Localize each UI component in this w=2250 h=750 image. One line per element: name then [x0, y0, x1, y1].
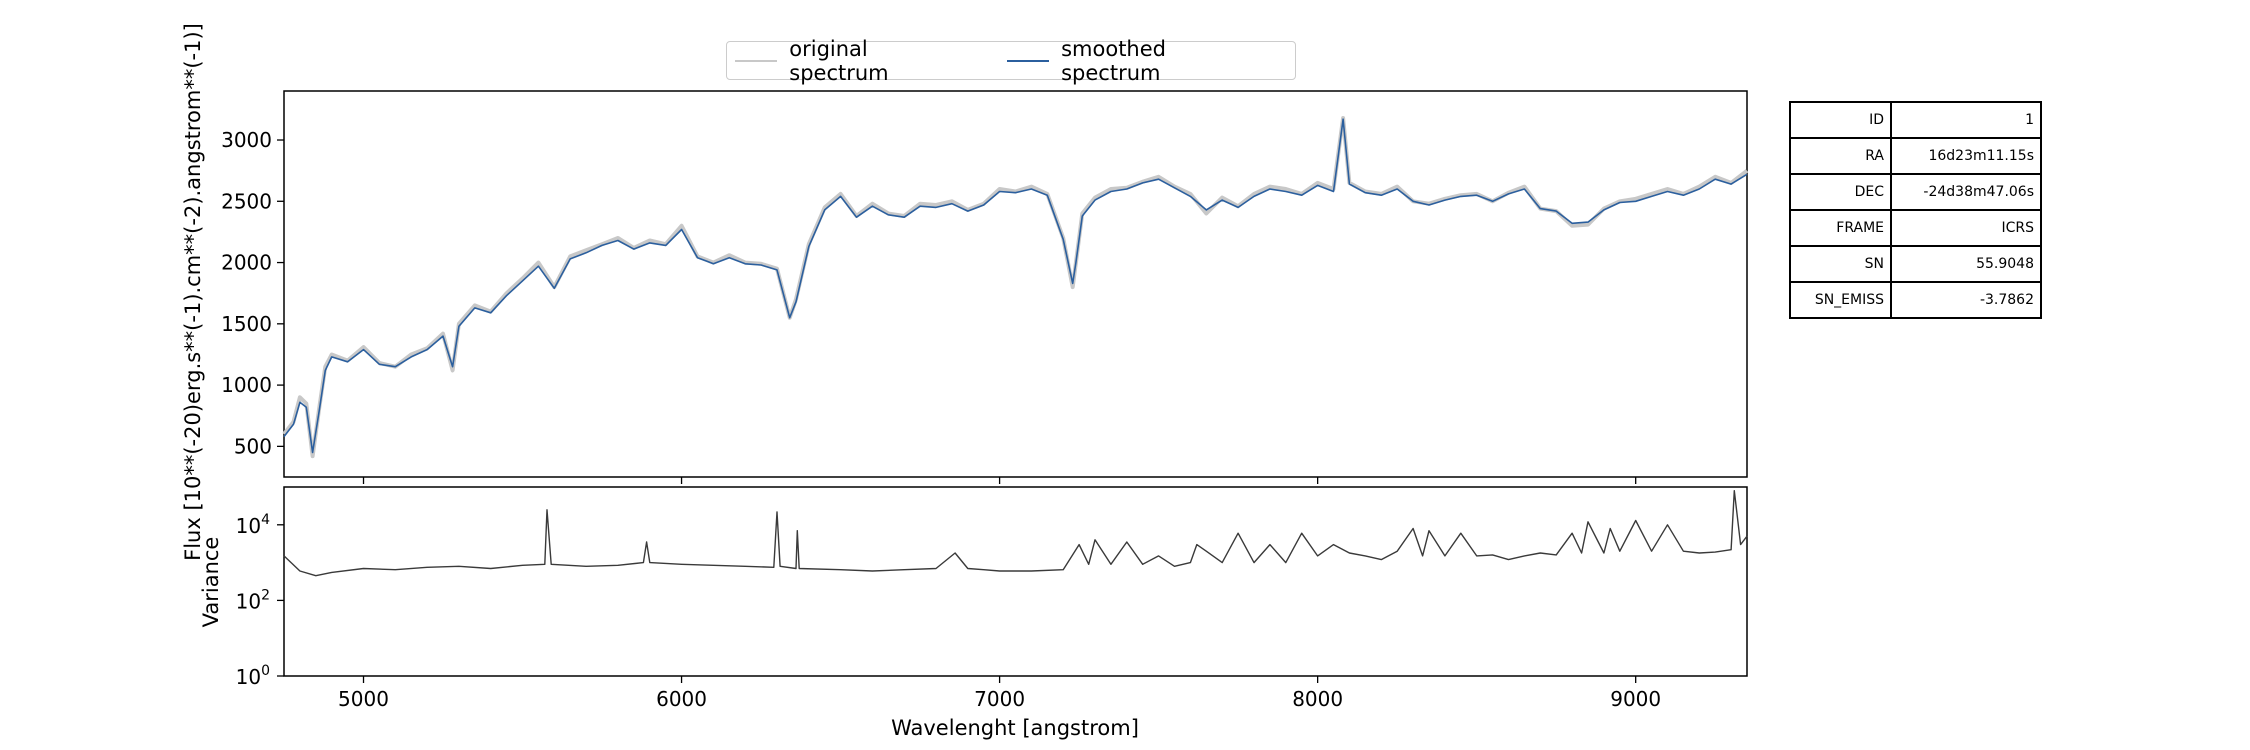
table-key: DEC — [1789, 173, 1892, 211]
variance-line — [283, 490, 1748, 577]
flux-y-tick-label: 1000 — [221, 373, 272, 397]
variance-x-tick-label: 8000 — [1292, 687, 1343, 711]
variance-x-tick-label: 9000 — [1610, 687, 1661, 711]
variance-y-tick-label: 102 — [236, 587, 270, 613]
flux-y-tick-label: 3000 — [221, 128, 272, 152]
variance-x-tick-label: 7000 — [974, 687, 1025, 711]
variance-axes-frame — [283, 486, 1748, 677]
original-spectrum-line — [282, 116, 1749, 459]
table-key: ID — [1789, 101, 1892, 139]
flux-y-tick-label: 2500 — [221, 189, 272, 213]
variance-y-tick-label: 100 — [236, 663, 270, 689]
table-row: SN_EMISS -3.7862 — [1789, 281, 2042, 319]
table-key: SN — [1789, 245, 1892, 283]
variance-y-axis-label: Variance — [199, 537, 223, 628]
table-row: ID 1 — [1789, 101, 2042, 139]
table-key: RA — [1789, 137, 1892, 175]
variance-y-tick-label: 104 — [236, 512, 270, 538]
variance-x-tick-label: 5000 — [338, 687, 389, 711]
flux-y-tick-label: 1500 — [221, 312, 272, 336]
table-value: 16d23m11.15s — [1890, 137, 2042, 175]
table-value: 1 — [1890, 101, 2042, 139]
legend-original-label: original spectrum — [789, 36, 889, 85]
table-value: -3.7862 — [1890, 281, 2042, 319]
legend: original spectrum smoothed spectrum — [726, 37, 1296, 85]
table-value: 55.9048 — [1890, 245, 2042, 283]
flux-y-tick-label: 2000 — [221, 251, 272, 275]
table-row: RA 16d23m11.15s — [1789, 137, 2042, 175]
flux-y-axis-label: Flux [10**(-20)erg.s**(-1).cm**(-2).angs… — [181, 23, 205, 561]
table-value: ICRS — [1890, 209, 2042, 247]
table-value: -24d38m47.06s — [1890, 173, 2042, 211]
source-info-table: ID 1 RA 16d23m11.15s DEC -24d38m47.06s FRAM… — [1789, 101, 2042, 319]
variance-panel: 100 102 104 5000 6000 7000 8000 9000 — [236, 486, 1748, 711]
legend-original-swatch — [735, 59, 778, 62]
table-row: DEC -24d38m47.06s — [1789, 173, 2042, 211]
flux-panel: 500 1000 1500 2000 2500 3000 — [221, 90, 1749, 484]
flux-axes-frame — [283, 90, 1748, 478]
table-key: FRAME — [1789, 209, 1892, 247]
x-axis-label: Wavelenght [angstrom] — [891, 716, 1139, 740]
legend-smoothed-label: smoothed spectrum — [1061, 36, 1166, 85]
table-row: FRAME ICRS — [1789, 209, 2042, 247]
legend-smoothed-swatch — [1006, 59, 1050, 62]
flux-y-tick-label: 500 — [234, 434, 272, 458]
variance-x-tick-label: 6000 — [656, 687, 707, 711]
legend-item-smoothed: smoothed spectrum — [1006, 36, 1255, 85]
table-row: SN 55.9048 — [1789, 245, 2042, 283]
smoothed-spectrum-line — [283, 118, 1748, 454]
legend-item-original: original spectrum — [735, 37, 959, 85]
table-key: SN_EMISS — [1789, 281, 1892, 319]
